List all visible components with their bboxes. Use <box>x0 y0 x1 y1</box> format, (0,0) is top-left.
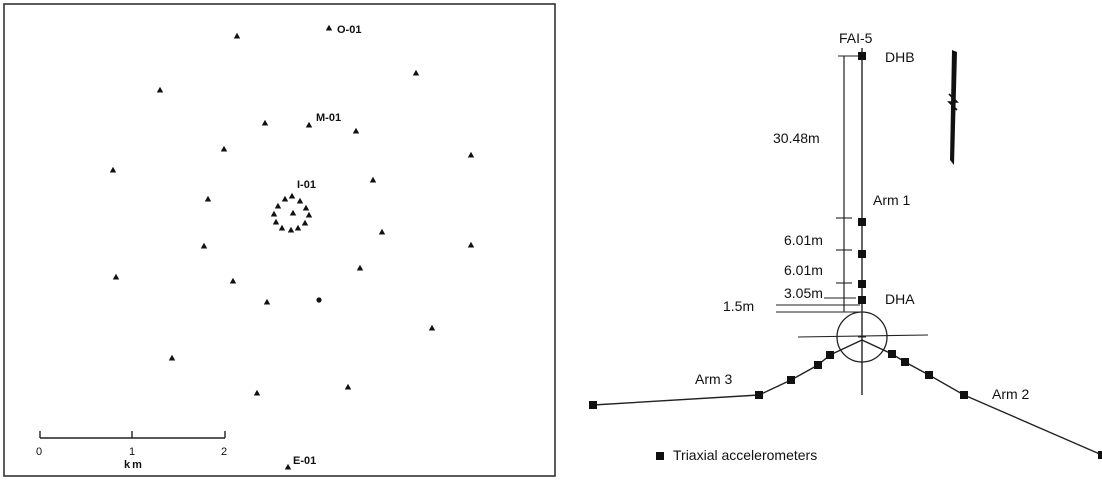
station-label: FAI-5 <box>839 30 873 46</box>
station-triangle-icon <box>344 383 352 390</box>
label-m01: M-01 <box>316 112 341 124</box>
arm3-label: Arm 3 <box>695 371 733 387</box>
station-triangle-icon <box>428 324 436 331</box>
station-triangle-icon <box>229 277 237 284</box>
accelerometer-square-icon <box>858 218 866 226</box>
station-triangle-icon <box>281 195 289 202</box>
array-map: O-01 M-01 I-01 E-01 0 1 2 km <box>3 3 556 477</box>
station-markers <box>109 24 475 470</box>
station-triangle-icon <box>272 218 280 225</box>
legend-label: Triaxial accelerometers <box>673 447 817 463</box>
station-triangle-icon <box>168 354 176 361</box>
accelerometer-square-icon <box>888 350 896 358</box>
arm3-line <box>592 339 863 406</box>
station-triangle-icon <box>378 228 386 235</box>
station-circle-icon <box>316 297 322 303</box>
station-triangle-icon <box>352 127 360 134</box>
accelerometer-square-icon <box>787 376 795 384</box>
arm2-label: Arm 2 <box>992 386 1030 402</box>
station-triangle-icon <box>305 211 313 218</box>
station-triangle-icon <box>356 264 364 271</box>
accelerometer-square-icon <box>858 296 866 304</box>
legend-square-icon <box>656 452 664 460</box>
crosshair-horizontal <box>797 334 929 338</box>
station-triangle-icon <box>288 192 296 199</box>
scale-tick-0: 0 <box>36 446 42 458</box>
station-triangle-icon <box>296 197 304 204</box>
station-triangle-icon <box>263 298 271 305</box>
station-diagram: N FAI-5 DHB 30.48m Arm 1 6.01m 6.01m 3.0… <box>589 30 1102 463</box>
distance-label-5: 1.5m <box>723 298 754 314</box>
station-triangle-icon <box>270 210 278 217</box>
borehole-circle <box>836 311 888 363</box>
scale-unit: km <box>124 459 144 471</box>
station-triangle-icon <box>369 176 377 183</box>
station-triangle-icon <box>287 226 295 233</box>
station-triangle-icon <box>302 204 310 211</box>
station-triangle-icon <box>261 119 269 126</box>
label-e01: E-01 <box>293 455 316 467</box>
station-triangle-icon <box>467 241 475 248</box>
station-triangle-icon <box>156 86 164 93</box>
dhb-label: DHB <box>885 49 915 65</box>
station-triangle-icon <box>284 463 292 470</box>
map-frame <box>3 3 556 477</box>
distance-label-3: 6.01m <box>784 262 823 278</box>
station-triangle-icon <box>200 242 208 249</box>
station-triangle-icon <box>412 69 420 76</box>
station-triangle-icon <box>467 151 475 158</box>
accelerometer-square-icon <box>814 361 822 369</box>
station-triangle-icon <box>253 389 261 396</box>
station-triangle-icon <box>220 145 228 152</box>
station-triangle-icon <box>305 121 313 128</box>
arm2-line <box>861 339 1102 456</box>
station-triangle-icon <box>233 32 241 39</box>
station-triangle-icon <box>274 202 282 209</box>
scale-bar: 0 1 2 km <box>36 431 227 471</box>
distance-label-4: 3.05m <box>784 285 823 301</box>
accelerometer-square-icon <box>755 391 763 399</box>
accelerometer-square-icon <box>858 250 866 258</box>
station-triangle-icon <box>278 224 286 231</box>
dha-label: DHA <box>885 291 915 307</box>
accelerometer-square-icon <box>960 391 968 399</box>
distance-label-2: 6.01m <box>784 232 823 248</box>
accelerometer-square-icon <box>589 401 597 409</box>
scale-tick-1: 1 <box>129 446 135 458</box>
station-triangle-icon <box>294 224 302 231</box>
station-triangle-icon <box>112 273 120 280</box>
arm1-label: Arm 1 <box>873 192 911 208</box>
station-triangle-icon <box>109 166 117 173</box>
accelerometer-square-icon <box>858 280 866 288</box>
scale-tick-2: 2 <box>221 446 227 458</box>
station-triangle-icon <box>301 219 309 226</box>
label-i01: I-01 <box>297 179 316 191</box>
accelerometer-markers <box>589 52 1102 459</box>
north-arrow-icon: N <box>947 50 959 165</box>
array-map-panel: O-01 M-01 I-01 E-01 0 1 2 km <box>3 3 556 477</box>
station-triangle-icon <box>289 209 297 216</box>
station-triangle-icon <box>204 195 212 202</box>
station-diagram-panel: N FAI-5 DHB 30.48m Arm 1 6.01m 6.01m 3.0… <box>560 0 1102 480</box>
label-o01: O-01 <box>337 24 361 36</box>
accelerometer-square-icon <box>858 52 866 60</box>
station-triangle-icon <box>325 24 333 31</box>
distance-label-1: 30.48m <box>773 130 820 146</box>
accelerometer-square-icon <box>901 358 909 366</box>
accelerometer-square-icon <box>1098 451 1102 459</box>
accelerometer-square-icon <box>826 351 834 359</box>
dimension-ticks <box>776 55 862 313</box>
accelerometer-square-icon <box>925 371 933 379</box>
